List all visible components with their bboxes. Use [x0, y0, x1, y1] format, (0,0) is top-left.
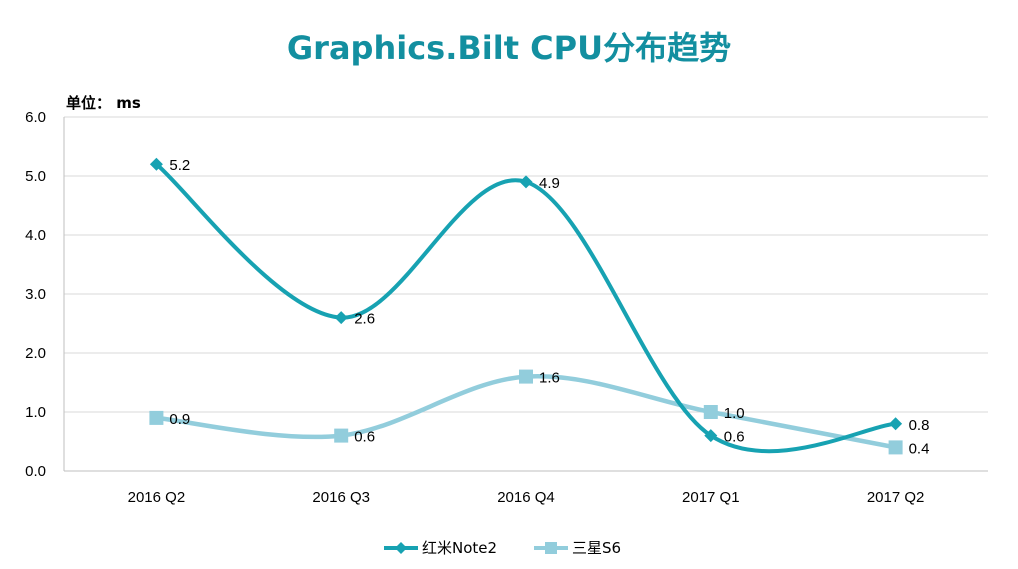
y-tick-label: 2.0: [25, 345, 46, 362]
data-point: [149, 157, 163, 171]
y-tick-label: 5.0: [25, 168, 46, 185]
series-lines: [154, 162, 898, 454]
data-label: 1.0: [724, 405, 745, 422]
unit-label: 单位： ms: [66, 94, 141, 112]
data-label: 5.2: [169, 157, 190, 174]
legend: 红米Note2 三星S6: [384, 539, 621, 557]
data-point: [704, 429, 718, 443]
series-line: [154, 162, 898, 454]
y-tick-label: 0.0: [25, 463, 46, 480]
data-point: [519, 369, 533, 384]
data-label: 0.4: [909, 440, 930, 457]
data-labels: 0.9 0.6 1.6 1.0 0.4 5.2 2.6 4.9 0.6 0.8: [169, 157, 929, 457]
data-label: 0.8: [909, 417, 930, 434]
x-tick-label: 2017 Q2: [867, 489, 925, 506]
legend-marker: [395, 542, 407, 554]
x-tick-label: 2016 Q3: [312, 489, 370, 506]
data-label: 0.6: [724, 429, 745, 446]
data-label: 0.9: [169, 411, 190, 428]
legend-label: 红米Note2: [422, 539, 497, 557]
chart-title: Graphics.Bilt CPU分布趋势: [287, 29, 731, 67]
series-markers: [149, 157, 903, 455]
data-label: 0.6: [354, 429, 375, 446]
data-point: [149, 410, 164, 425]
data-point: [334, 311, 348, 325]
x-tick-label: 2016 Q2: [128, 489, 186, 506]
y-tick-label: 3.0: [25, 286, 46, 303]
data-label: 4.9: [539, 175, 560, 192]
legend-item: 三星S6: [534, 539, 621, 557]
data-point: [888, 440, 903, 455]
x-tick-label: 2017 Q1: [682, 489, 740, 506]
data-label: 1.6: [539, 370, 560, 387]
grid: [63, 116, 988, 472]
y-axis-ticks: 0.0 1.0 2.0 3.0 4.0 5.0 6.0: [25, 109, 46, 480]
legend-label: 三星S6: [572, 539, 621, 557]
data-point: [334, 428, 349, 443]
data-point: [703, 405, 718, 419]
data-label: 2.6: [354, 311, 375, 328]
legend-item: 红米Note2: [384, 539, 497, 557]
y-tick-label: 6.0: [25, 109, 46, 126]
x-axis-ticks: 2016 Q2 2016 Q3 2016 Q4 2017 Q1 2017 Q2: [128, 489, 925, 506]
data-point: [519, 175, 533, 189]
legend-marker: [545, 542, 557, 554]
y-tick-label: 4.0: [25, 227, 46, 244]
x-tick-label: 2016 Q4: [497, 489, 555, 506]
y-tick-label: 1.0: [25, 404, 46, 421]
data-point: [889, 417, 903, 431]
